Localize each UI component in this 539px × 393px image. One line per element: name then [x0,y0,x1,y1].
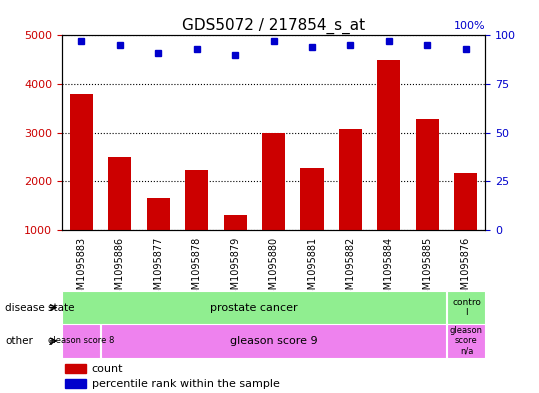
Text: GSM1095878: GSM1095878 [191,237,202,302]
Bar [447,291,485,324]
Text: GSM1095885: GSM1095885 [423,237,432,302]
Text: gleason score 8: gleason score 8 [48,336,114,345]
Bar [62,324,100,358]
Bar [65,379,86,387]
Bar [185,170,208,279]
Text: GSM1095876: GSM1095876 [461,237,471,302]
Text: percentile rank within the sample: percentile rank within the sample [92,379,280,389]
Bar [454,173,478,279]
Text: GSM1095879: GSM1095879 [230,237,240,302]
Text: gleason
score
n/a: gleason score n/a [450,326,483,356]
Text: GSM1095877: GSM1095877 [153,237,163,302]
Bar [416,119,439,279]
Text: other: other [5,336,33,346]
Bar [447,324,485,358]
Bar [70,94,93,279]
Bar [300,168,323,279]
Text: GSM1095882: GSM1095882 [345,237,356,302]
Bar [147,198,170,279]
Bar [108,157,131,279]
Text: disease state: disease state [5,303,75,312]
Text: prostate cancer: prostate cancer [210,303,298,312]
Text: count: count [92,364,123,374]
Text: 100%: 100% [453,22,485,31]
Text: GSM1095880: GSM1095880 [268,237,279,302]
Text: GSM1095883: GSM1095883 [76,237,86,302]
Text: GSM1095884: GSM1095884 [384,237,394,302]
Bar [377,60,400,279]
Bar [101,324,446,358]
Title: GDS5072 / 217854_s_at: GDS5072 / 217854_s_at [182,18,365,34]
Bar [65,364,86,373]
Bar [339,129,362,279]
Bar [224,215,247,279]
Text: GSM1095886: GSM1095886 [115,237,125,302]
Bar [262,132,285,279]
Text: contro
l: contro l [452,298,481,317]
Text: gleason score 9: gleason score 9 [230,336,317,346]
Text: GSM1095881: GSM1095881 [307,237,317,302]
